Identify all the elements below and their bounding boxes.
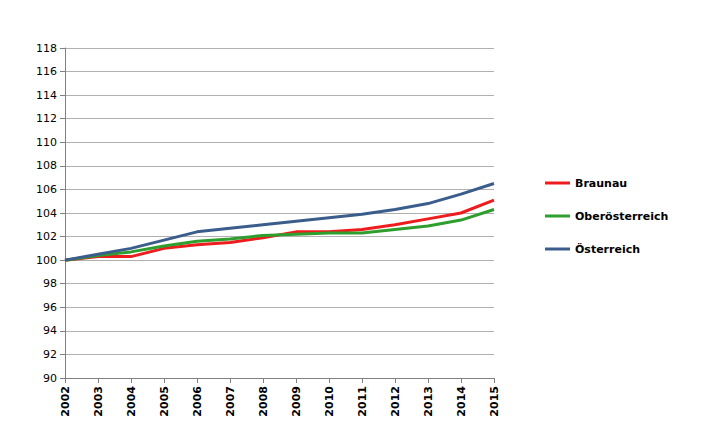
svg-text:Oberösterreich: Oberösterreich bbox=[575, 210, 668, 223]
svg-text:118: 118 bbox=[36, 42, 57, 55]
svg-text:2006: 2006 bbox=[191, 386, 204, 417]
svg-text:90: 90 bbox=[43, 372, 57, 385]
svg-text:108: 108 bbox=[36, 159, 57, 172]
svg-text:102: 102 bbox=[36, 230, 57, 243]
svg-text:2002: 2002 bbox=[59, 386, 72, 417]
svg-text:2012: 2012 bbox=[389, 386, 402, 417]
svg-text:94: 94 bbox=[43, 324, 57, 337]
svg-text:110: 110 bbox=[36, 136, 57, 149]
svg-text:2008: 2008 bbox=[257, 386, 270, 417]
svg-text:2005: 2005 bbox=[158, 386, 171, 417]
svg-text:100: 100 bbox=[36, 254, 57, 267]
svg-text:2009: 2009 bbox=[290, 386, 303, 417]
svg-text:2013: 2013 bbox=[422, 386, 435, 417]
svg-text:2011: 2011 bbox=[356, 386, 369, 417]
svg-text:2010: 2010 bbox=[323, 386, 336, 417]
svg-text:2007: 2007 bbox=[224, 386, 237, 417]
svg-text:Braunau: Braunau bbox=[575, 177, 627, 190]
svg-text:114: 114 bbox=[36, 89, 57, 102]
svg-text:116: 116 bbox=[36, 65, 57, 78]
svg-text:2015: 2015 bbox=[488, 386, 501, 417]
svg-text:104: 104 bbox=[36, 207, 57, 220]
svg-text:2004: 2004 bbox=[125, 386, 138, 417]
svg-text:Österreich: Österreich bbox=[575, 242, 640, 256]
svg-text:2014: 2014 bbox=[455, 386, 468, 417]
svg-text:2003: 2003 bbox=[92, 386, 105, 417]
svg-text:98: 98 bbox=[43, 277, 57, 290]
svg-text:112: 112 bbox=[36, 112, 57, 125]
svg-text:92: 92 bbox=[43, 348, 57, 361]
svg-text:106: 106 bbox=[36, 183, 57, 196]
svg-text:96: 96 bbox=[43, 301, 57, 314]
